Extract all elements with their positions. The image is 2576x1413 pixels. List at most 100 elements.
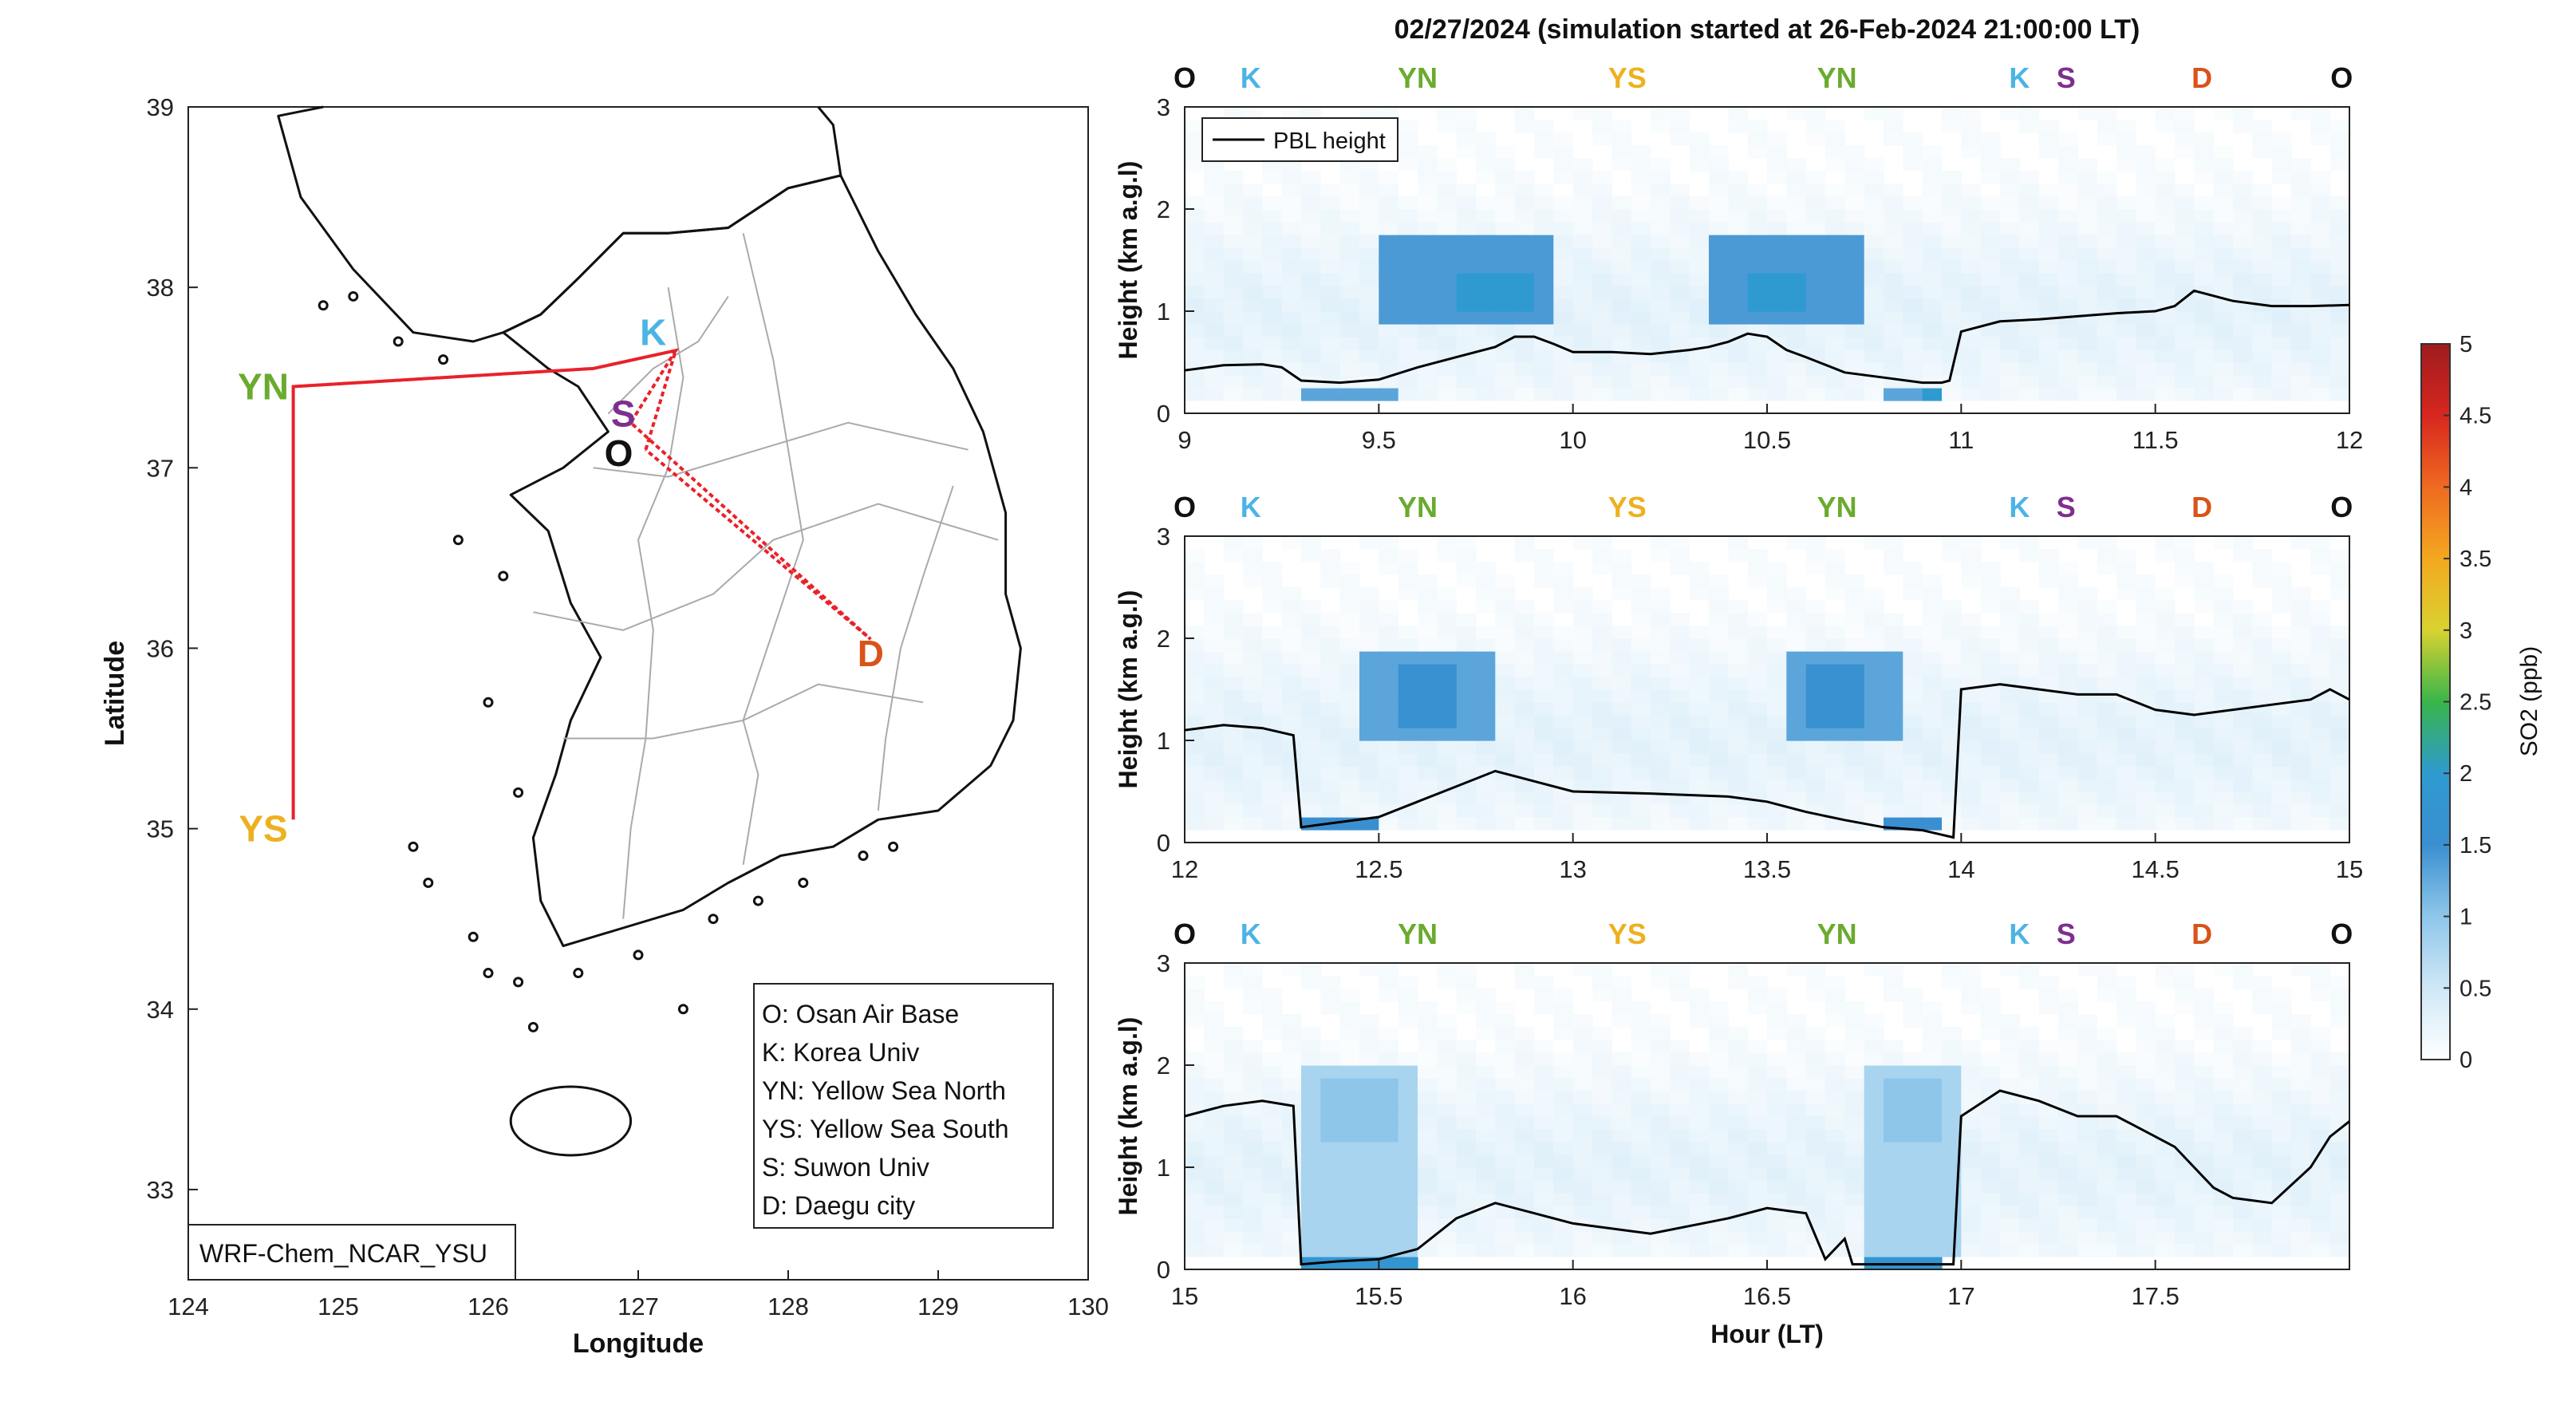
so2-cell [2213, 1065, 2234, 1079]
so2-cell [2077, 311, 2098, 325]
so2-cell [2213, 600, 2234, 614]
so2-cell [1359, 196, 1379, 210]
so2-cell [2136, 324, 2156, 337]
so2-cell [2194, 1218, 2215, 1232]
so2-cell [1379, 1103, 1399, 1117]
so2-cell [2271, 337, 2292, 350]
so2-cell [1418, 1027, 1438, 1040]
so2-cell [1844, 1014, 1865, 1028]
so2-cell [1476, 1001, 1496, 1015]
so2-cell [2155, 728, 2176, 741]
so2-cell [1398, 989, 1418, 1002]
so2-cell [2175, 536, 2195, 550]
so2-cell [2252, 574, 2273, 588]
so2-cell [1456, 1052, 1477, 1066]
so2-cell [1534, 740, 1554, 754]
so2-cell [1611, 976, 1632, 989]
so2-cell [1922, 1231, 1943, 1245]
so2-cell [1262, 1154, 1283, 1168]
so2-cell [1805, 1167, 1826, 1181]
so2-cell [2077, 715, 2098, 728]
so2-cell [1903, 651, 1923, 665]
so2-cell [1339, 600, 1360, 614]
so2-cell [1980, 1014, 2001, 1028]
so2-cell [1961, 740, 1982, 754]
so2-cell [1805, 132, 1826, 146]
so2-cell [2136, 311, 2156, 325]
so2-cell [1884, 184, 1903, 197]
so2-cell [1223, 1091, 1244, 1104]
so2-cell [1767, 1052, 1787, 1066]
so2-cell [1825, 247, 1845, 261]
so2-cell [1514, 677, 1535, 690]
so2-cell [1611, 1065, 1632, 1079]
so2-cell [2097, 120, 2117, 133]
so2-cell [1456, 1180, 1477, 1194]
province-boundary [877, 485, 954, 811]
so2-cell [1592, 120, 1612, 133]
so2-cell [2329, 1218, 2350, 1232]
so2-cell [1805, 791, 1826, 805]
so2-cell [1670, 120, 1690, 133]
so2-cell [1320, 766, 1341, 780]
so2-cell [1709, 171, 1729, 184]
so2-cell [1592, 107, 1612, 120]
so2-cell [1359, 1091, 1379, 1104]
so2-cell [2175, 337, 2195, 350]
so2-cell [1844, 1027, 1865, 1040]
so2-cell [1903, 753, 1923, 767]
so2-cell [2329, 728, 2350, 741]
so2-cell [2038, 1078, 2059, 1091]
so2-cell [2058, 1244, 2078, 1257]
so2-cell [1922, 1040, 1943, 1053]
curtain-xtick-label: 11 [1948, 426, 1974, 454]
so2-cell [2252, 549, 2273, 562]
so2-cell [2116, 587, 2136, 601]
so2-cell [2329, 766, 2350, 780]
so2-cell [1398, 1180, 1418, 1194]
so2-cell [1398, 1257, 1418, 1270]
so2-cell [2213, 779, 2234, 792]
so2-cell [2233, 1180, 2253, 1194]
so2-cell [1689, 766, 1710, 780]
so2-cell [1884, 107, 1903, 120]
so2-cell [2233, 1040, 2253, 1053]
so2-cell [1320, 235, 1341, 248]
so2-cell [1398, 145, 1418, 159]
so2-cell [1320, 209, 1341, 223]
so2-cell [1553, 740, 1574, 754]
so2-cell [2233, 120, 2253, 133]
so2-cell [2038, 1129, 2059, 1143]
so2-cell [1592, 1218, 1612, 1232]
so2-cell [1243, 664, 1263, 677]
so2-cell [2058, 349, 2078, 363]
so2-cell [2019, 651, 2040, 665]
so2-cell [1844, 1180, 1865, 1194]
so2-cell [1418, 1244, 1438, 1257]
so2-cell [2000, 1193, 2020, 1206]
so2-cell [1747, 1065, 1768, 1079]
so2-cell [2310, 184, 2331, 197]
so2-cell [2155, 817, 2176, 831]
so2-cell [1223, 311, 1244, 325]
so2-cell [1320, 388, 1341, 401]
so2-cell [1514, 362, 1535, 376]
so2-cell [1844, 779, 1865, 792]
so2-cell [1747, 145, 1768, 159]
so2-cell [1243, 804, 1263, 818]
so2-cell [2097, 247, 2117, 261]
so2-cell [1320, 791, 1341, 805]
so2-cell [2136, 1103, 2156, 1117]
so2-cell [2175, 963, 2195, 977]
so2-cell [1204, 196, 1225, 210]
province-boundary [742, 233, 804, 865]
so2-cell [1514, 1129, 1535, 1143]
so2-cell [1301, 664, 1321, 677]
so2-cell [2155, 209, 2176, 223]
model-label-box: WRF-Chem_NCAR_YSU [187, 1224, 516, 1281]
so2-cell [1379, 286, 1399, 299]
so2-cell [1942, 677, 1962, 690]
so2-cell [1903, 1001, 1923, 1015]
so2-cell [1553, 1065, 1574, 1079]
so2-cell [2038, 1154, 2059, 1168]
